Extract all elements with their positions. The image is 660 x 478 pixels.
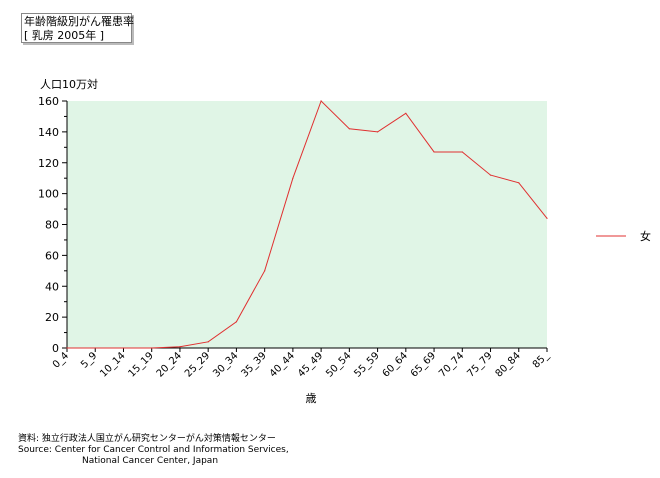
y-tick-label: 120	[38, 157, 59, 170]
series-line	[67, 100, 548, 349]
x-tick-label: 40_44	[268, 350, 297, 379]
y-tick-label: 100	[38, 188, 59, 201]
x-tick-label: 50_54	[324, 350, 353, 379]
x-tick-label: 45_49	[296, 350, 325, 379]
x-tick-label: 10_14	[98, 350, 127, 379]
y-tick-label: 80	[45, 219, 59, 232]
chart-title-box: 年齢階級別がん罹患率 [ 乳房 2005年 ]	[21, 13, 134, 43]
x-tick-label: 20_24	[155, 350, 184, 379]
y-tick-label: 160	[38, 95, 59, 108]
y-tick-label: 20	[45, 311, 59, 324]
chart-subtitle: [ 乳房 2005年 ]	[24, 29, 105, 42]
x-tick-label: 85_	[531, 350, 552, 371]
source-line-jp: 資料: 独立行政法人国立がん研究センターがん対策情報センター	[18, 434, 276, 444]
x-tick-label: 5_9	[79, 350, 99, 370]
x-tick-label: 25_29	[183, 350, 212, 379]
x-tick-label: 75_79	[465, 350, 494, 379]
x-tick-label: 55_59	[352, 350, 381, 379]
data-point	[179, 346, 181, 348]
data-point	[518, 182, 520, 184]
legend: 女	[596, 229, 651, 243]
data-point	[292, 177, 294, 179]
y-tick-label: 60	[45, 249, 59, 262]
x-tick-label: 65_69	[409, 350, 438, 379]
y-tick-label: 0	[52, 342, 59, 355]
data-point	[207, 341, 209, 343]
source-note: 資料: 独立行政法人国立がん研究センターがん対策情報センター Source: C…	[18, 434, 289, 467]
data-point	[348, 128, 350, 130]
x-tick-label: 15_19	[127, 350, 156, 379]
data-point	[264, 270, 266, 272]
x-axis-label: 歳	[306, 392, 317, 405]
data-point	[489, 174, 492, 176]
series-group	[66, 100, 548, 349]
y-tick-label: 40	[45, 280, 59, 293]
x-tick-label: 80_84	[494, 350, 523, 379]
data-point	[405, 112, 407, 114]
source-line-en: Source: Center for Cancer Control and In…	[18, 445, 289, 455]
source-line-en-2: National Cancer Center, Japan	[82, 456, 219, 466]
data-point	[94, 347, 96, 349]
data-point	[546, 217, 548, 219]
x-tick-label: 35_39	[239, 350, 268, 379]
data-point	[433, 151, 435, 153]
y-axis-ticks: 0 20 40 60 80 100 120 140 160	[38, 95, 67, 355]
y-axis-label: 人口10万対	[40, 77, 98, 91]
data-point	[66, 347, 68, 349]
x-tick-label: 70_74	[437, 350, 466, 379]
data-point	[461, 151, 463, 153]
x-tick-label: 60_64	[381, 350, 410, 379]
data-point	[320, 100, 322, 102]
y-tick-label: 140	[38, 126, 59, 139]
x-axis-ticks: 0_4 5_910_1415_1920_2425_2930_3435_3940_4…	[51, 348, 552, 380]
data-point	[122, 347, 125, 349]
data-point	[376, 131, 379, 133]
legend-label: 女	[640, 229, 651, 243]
x-tick-label: 30_34	[211, 350, 240, 379]
chart-title: 年齢階級別がん罹患率	[24, 15, 134, 28]
plot-area	[67, 101, 547, 348]
data-point	[235, 321, 238, 323]
data-point	[151, 347, 153, 349]
